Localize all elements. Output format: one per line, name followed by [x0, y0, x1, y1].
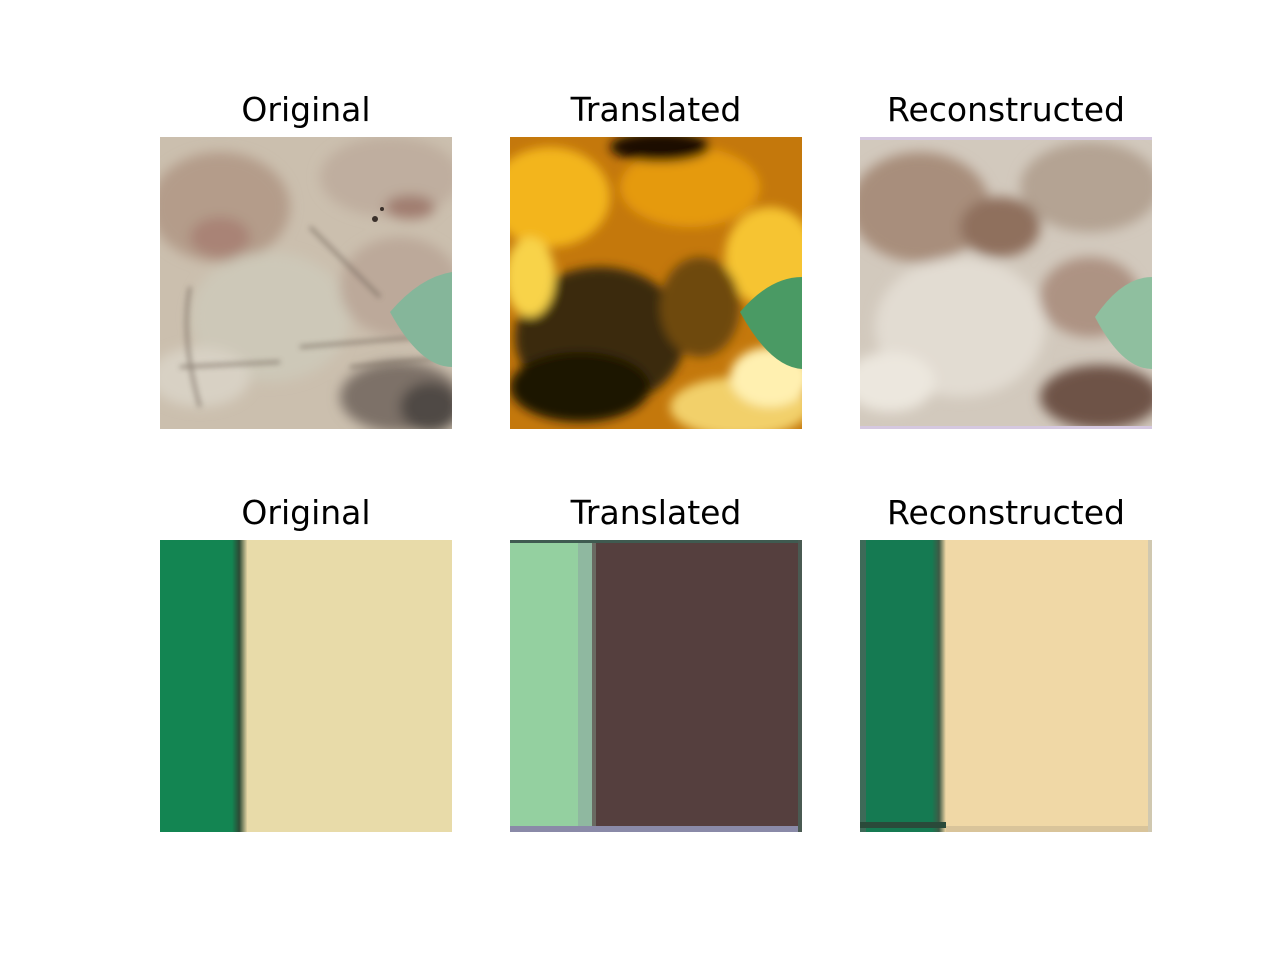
green-beige-stripes-reconstructed-icon [860, 540, 1152, 832]
green-beige-stripes-original-icon [160, 540, 452, 832]
mint-brown-stripes-translated-icon [510, 540, 802, 832]
panel-title: Original [241, 493, 371, 532]
panel-title: Original [241, 90, 371, 129]
panel-title: Reconstructed [887, 493, 1125, 532]
panel-title: Translated [570, 493, 742, 532]
orange-texture-translated-icon [510, 137, 802, 429]
watercolor-texture-reconstructed-icon [860, 137, 1152, 429]
panel-title: Reconstructed [887, 90, 1125, 129]
panel-title: Translated [570, 90, 742, 129]
watercolor-texture-original-icon [160, 137, 452, 429]
